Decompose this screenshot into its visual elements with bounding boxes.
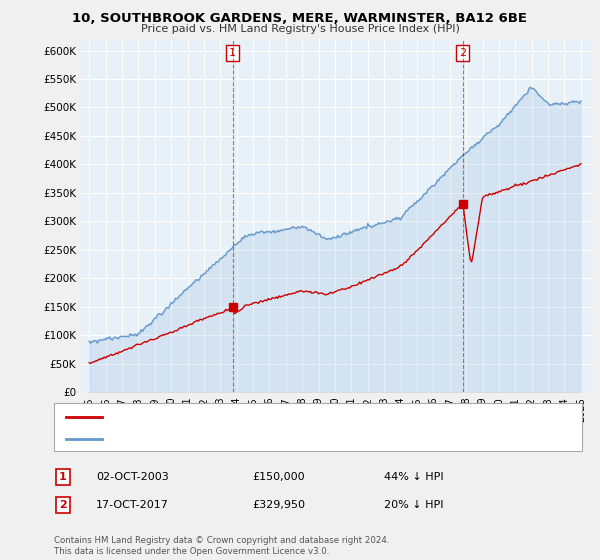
Text: Price paid vs. HM Land Registry's House Price Index (HPI): Price paid vs. HM Land Registry's House … (140, 24, 460, 34)
Text: 20% ↓ HPI: 20% ↓ HPI (384, 500, 443, 510)
Text: 10, SOUTHBROOK GARDENS, MERE, WARMINSTER, BA12 6BE: 10, SOUTHBROOK GARDENS, MERE, WARMINSTER… (73, 12, 527, 25)
Text: £150,000: £150,000 (252, 472, 305, 482)
Text: 17-OCT-2017: 17-OCT-2017 (96, 500, 169, 510)
Text: £329,950: £329,950 (252, 500, 305, 510)
Text: 10, SOUTHBROOK GARDENS, MERE, WARMINSTER, BA12 6BE (detached house): 10, SOUTHBROOK GARDENS, MERE, WARMINSTER… (108, 412, 497, 422)
Text: 02-OCT-2003: 02-OCT-2003 (96, 472, 169, 482)
Text: 44% ↓ HPI: 44% ↓ HPI (384, 472, 443, 482)
Text: Contains HM Land Registry data © Crown copyright and database right 2024.
This d: Contains HM Land Registry data © Crown c… (54, 536, 389, 556)
Text: 2: 2 (59, 500, 67, 510)
Text: 2: 2 (459, 48, 466, 58)
Text: 1: 1 (229, 48, 236, 58)
Text: HPI: Average price, detached house, Wiltshire: HPI: Average price, detached house, Wilt… (108, 434, 331, 444)
Text: 1: 1 (59, 472, 67, 482)
